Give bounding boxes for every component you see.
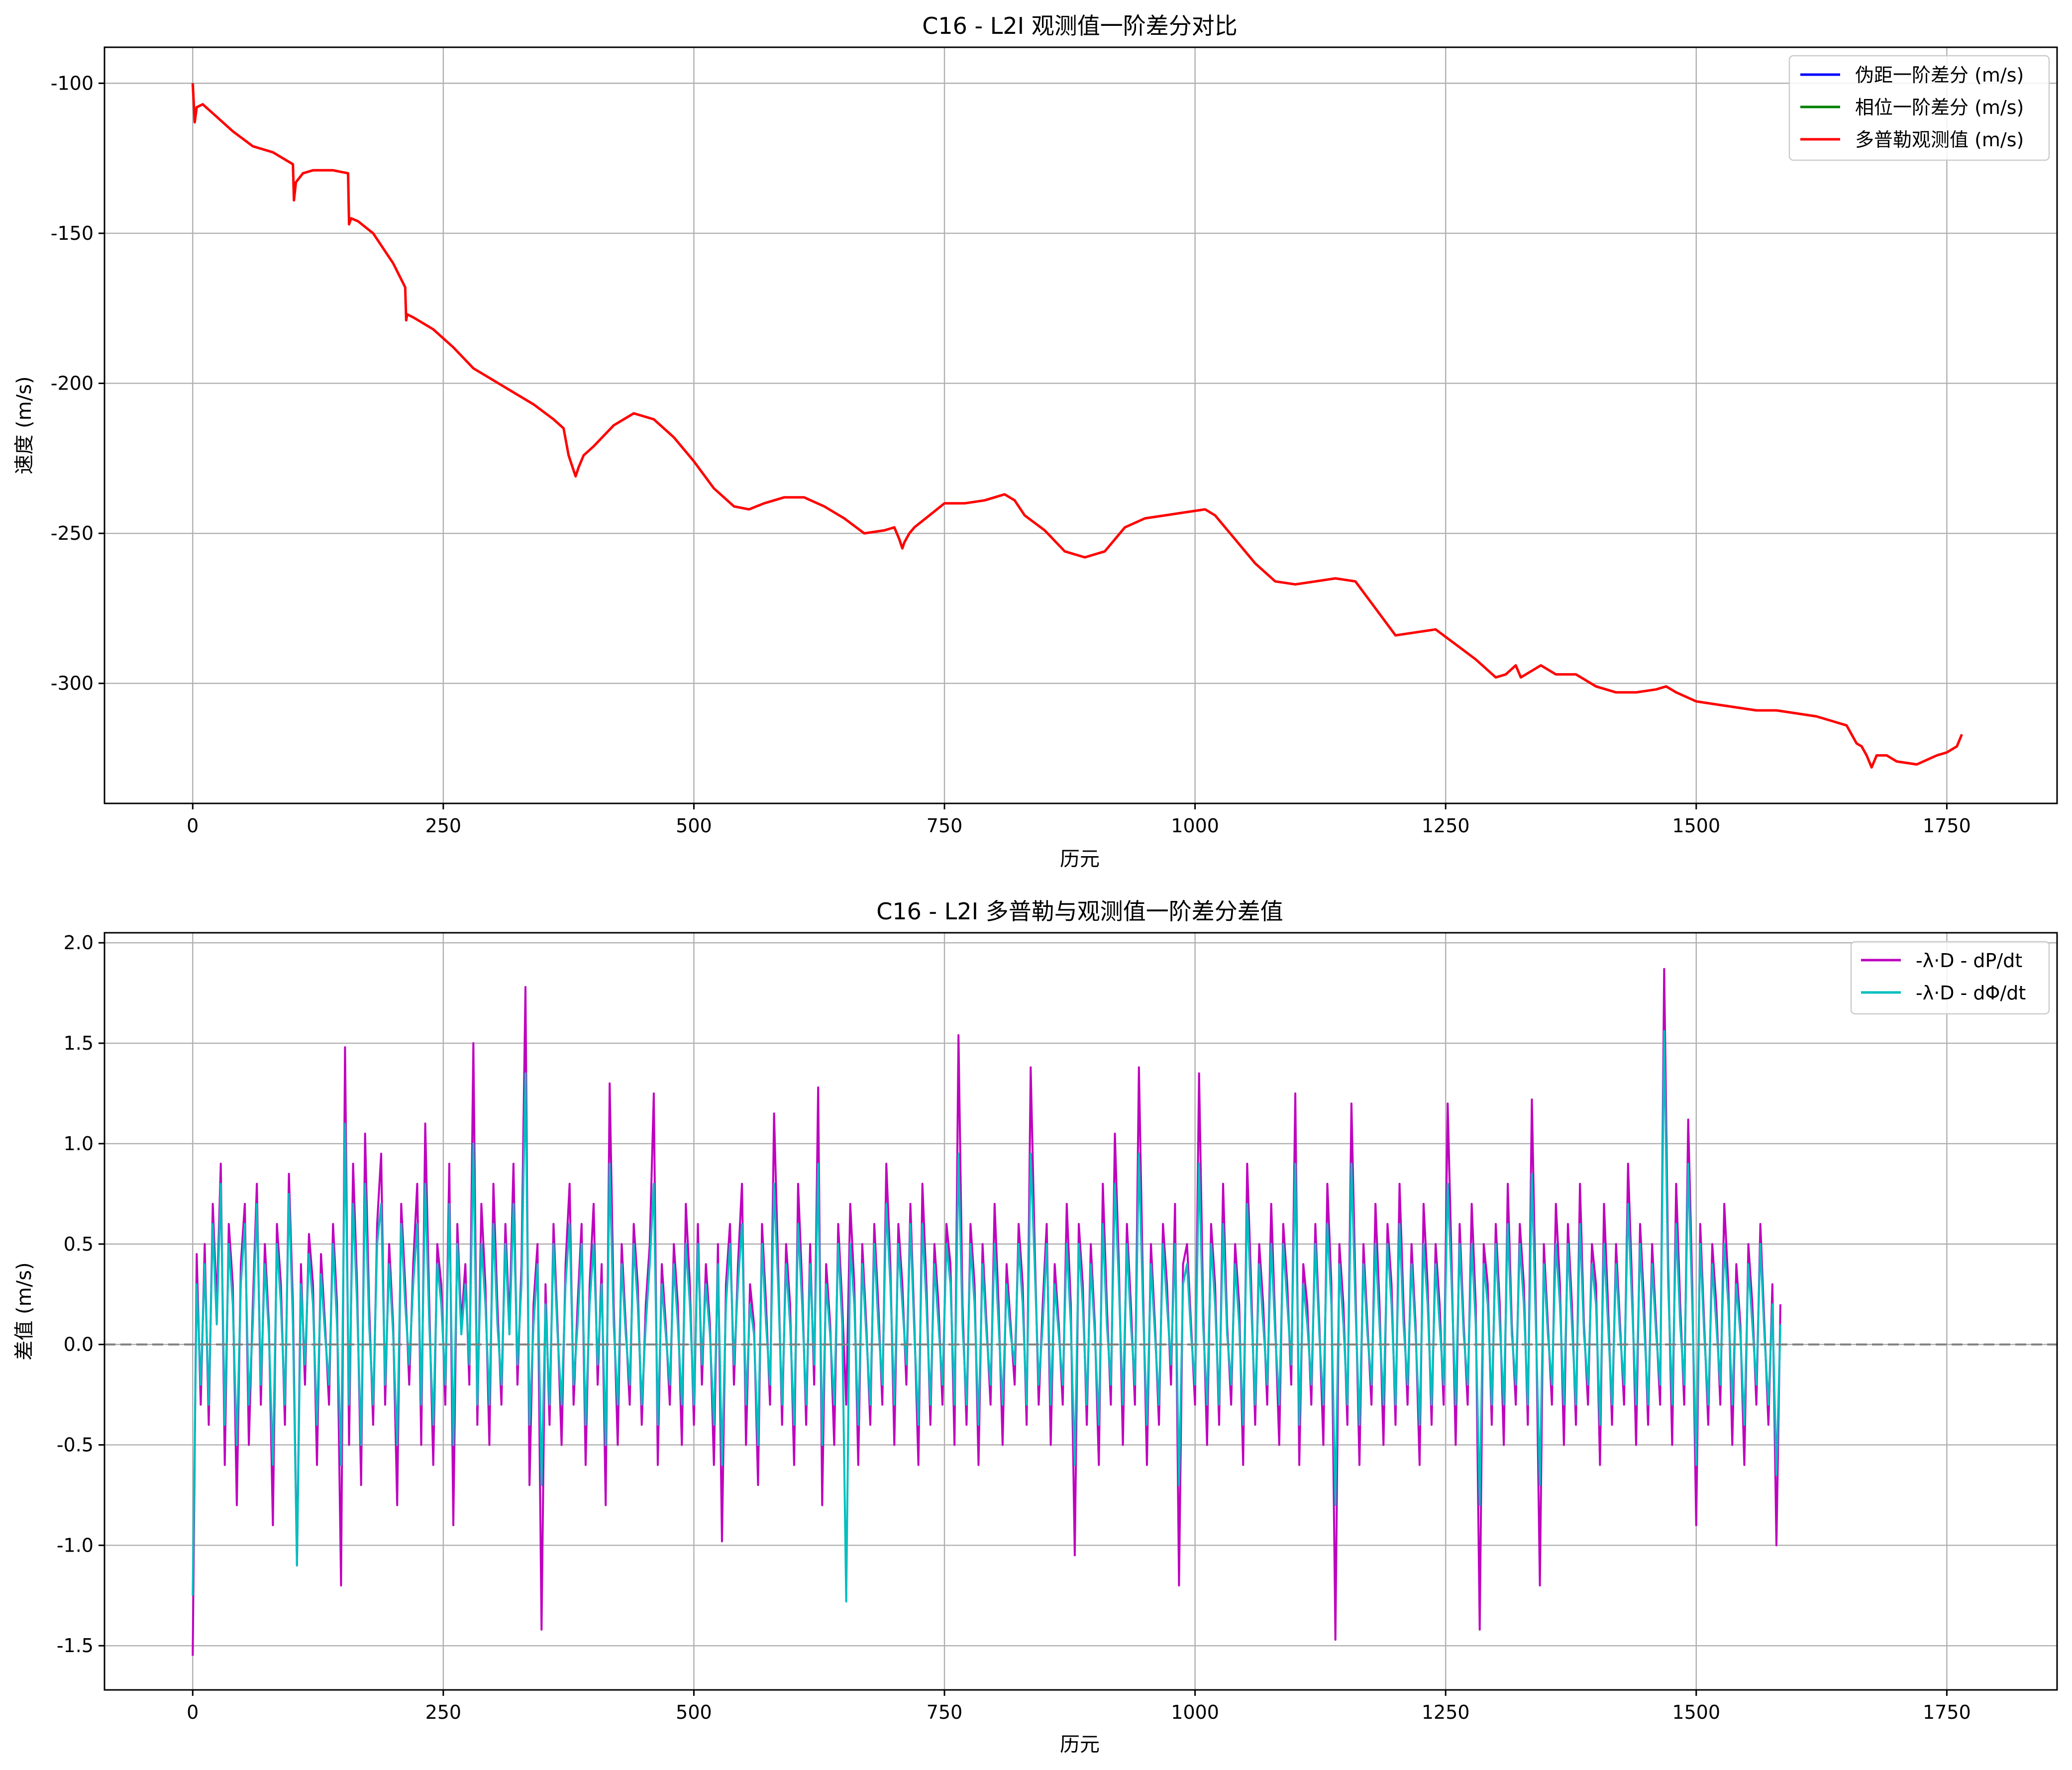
y-tick-label: -1.0 [57,1534,94,1556]
y-tick-label: 0.5 [64,1233,94,1255]
chart-top-series [191,83,1963,769]
chart-bottom-legend: -λ·D - dP/dt -λ·D - dΦ/dt [1850,941,2050,1015]
legend-label-doppler-minus-pseudorange: -λ·D - dP/dt [1916,950,2022,972]
chart-bottom-y-ticks: 2.0 1.5 1.0 0.5 0.0 -0.5 -1.0 -1.5 [57,932,104,1657]
y-tick-label: -100 [51,72,94,94]
chart-top-grid [104,47,2057,803]
y-tick-label: -250 [51,522,94,544]
x-tick-label: 1750 [1923,1701,1971,1723]
x-tick-label: 500 [676,1701,712,1723]
legend-label-doppler: 多普勒观测值 (m/s) [1855,129,2024,151]
chart-top-legend-box [1788,55,2050,161]
chart-top-x-axis-label: 历元 [1060,848,1100,871]
series-line-doppler-minus-phase [192,1030,1781,1603]
chart-bottom-x-ticks: 0 250 500 750 1000 1250 1500 1750 [187,1690,1971,1723]
legend-label-pseudorange: 伪距一阶差分 (m/s) [1855,64,2024,86]
y-tick-label: 0.0 [64,1334,94,1356]
chart-bottom-series [192,968,1781,1656]
x-tick-label: 250 [425,815,462,837]
x-tick-label: 0 [187,1701,199,1723]
chart-top-y-ticks: -100 -150 -200 -250 -300 [51,72,104,694]
y-tick-label: -1.5 [57,1635,94,1657]
chart-bottom-title: C16 - L2I 多普勒与观测值一阶差分差值 [876,898,1283,925]
x-tick-label: 1250 [1422,1701,1470,1723]
x-tick-label: 1750 [1923,815,1971,837]
legend-label-phase: 相位一阶差分 (m/s) [1855,97,2024,118]
x-tick-label: 1250 [1422,815,1470,837]
series-line-doppler [191,83,1963,769]
y-tick-label: 2.0 [64,932,94,954]
x-tick-label: 1000 [1171,815,1219,837]
chart-top-legend: 伪距一阶差分 (m/s) 相位一阶差分 (m/s) 多普勒观测值 (m/s) [1788,55,2050,161]
chart-top: C16 - L2I 观测值一阶差分对比 0 250 500 750 1000 1250 15… [13,12,2058,871]
chart-bottom: C16 - L2I 多普勒与观测值一阶差分差值 0 250 500 750 1000 12… [13,898,2058,1756]
y-tick-label: -300 [51,673,94,694]
chart-top-y-axis-label: 速度 (m/s) [13,376,36,474]
y-tick-label: -150 [51,222,94,244]
y-tick-label: -0.5 [57,1434,94,1456]
x-tick-label: 750 [927,815,963,837]
chart-top-frame [104,46,2058,804]
x-tick-label: 500 [676,815,712,837]
x-tick-label: 1500 [1672,815,1720,837]
y-tick-label: 1.5 [64,1032,94,1054]
legend-label-doppler-minus-phase: -λ·D - dΦ/dt [1916,982,2026,1004]
y-tick-label: -200 [51,373,94,394]
chart-bottom-x-axis-label: 历元 [1060,1733,1100,1756]
y-tick-label: 1.0 [64,1133,94,1155]
chart-bottom-y-axis-label: 差值 (m/s) [13,1262,36,1360]
x-tick-label: 750 [927,1701,963,1723]
x-tick-label: 1500 [1672,1701,1720,1723]
chart-bottom-frame [104,932,2058,1691]
x-tick-label: 250 [425,1701,462,1723]
chart-top-x-ticks: 0 250 500 750 1000 1250 1500 1750 [187,803,1971,837]
x-tick-label: 1000 [1171,1701,1219,1723]
x-tick-label: 0 [187,815,199,837]
chart-top-title: C16 - L2I 观测值一阶差分对比 [922,12,1238,39]
